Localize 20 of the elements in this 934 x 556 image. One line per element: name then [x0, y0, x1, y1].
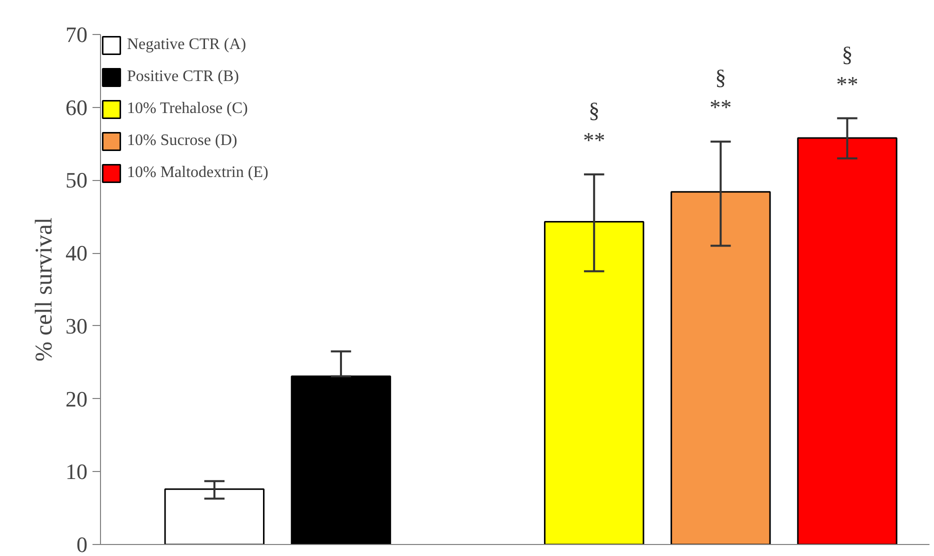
- annotation: §: [842, 41, 853, 66]
- legend-label: 10% Sucrose (D): [127, 132, 238, 150]
- annotation: §: [715, 64, 726, 90]
- y-tick-label: 30: [66, 313, 88, 338]
- y-tick-label: 40: [66, 240, 88, 266]
- annotation: **: [583, 127, 606, 152]
- y-axis-title: % cell survival: [32, 217, 58, 362]
- y-tick-label: 10: [66, 459, 88, 484]
- annotation: **: [710, 94, 732, 120]
- legend-label: Negative CTR (A): [127, 36, 246, 54]
- y-tick-label: 0: [76, 532, 88, 556]
- y-tick-label: 50: [66, 168, 88, 193]
- y-tick-label: 70: [66, 22, 88, 47]
- legend-label: 10% Maltodextrin (E): [127, 164, 268, 182]
- annotation: **: [836, 71, 858, 96]
- y-tick-label: 60: [66, 94, 88, 120]
- annotation: §: [588, 97, 600, 122]
- legend-label: Positive CTR (B): [127, 68, 240, 86]
- legend-label: 10% Trehalose (C): [127, 100, 248, 118]
- y-tick-label: 20: [66, 386, 88, 412]
